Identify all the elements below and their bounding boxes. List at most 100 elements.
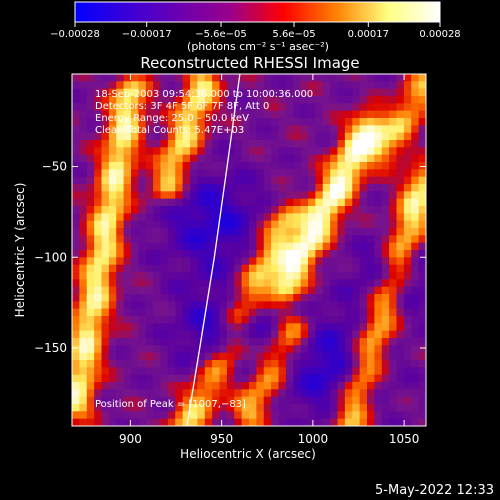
heatmap-cell (403, 242, 412, 251)
heatmap-cell (175, 213, 184, 222)
heatmap-cell (322, 184, 331, 192)
heatmap-cell (403, 316, 412, 324)
heatmap-cell (160, 162, 169, 170)
heatmap-cell (300, 176, 309, 185)
heatmap-cell (411, 88, 420, 97)
heatmap-cell (374, 264, 383, 273)
heatmap-cell (241, 404, 250, 412)
heatmap-cell (234, 154, 243, 163)
heatmap-cell (219, 169, 228, 178)
heatmap-cell (94, 88, 103, 97)
heatmap-cell (337, 206, 346, 214)
heatmap-cell (403, 103, 412, 112)
heatmap-cell (190, 316, 198, 324)
heatmap-cell (197, 294, 206, 302)
heatmap-cell (315, 316, 324, 324)
heatmap-cell (411, 242, 420, 251)
heatmap-cell (263, 235, 272, 244)
heatmap-cell (79, 103, 88, 112)
heatmap-cell (86, 396, 95, 405)
heatmap-cell (263, 147, 272, 156)
heatmap-cell (263, 374, 272, 383)
heatmap-cell (72, 374, 80, 383)
heatmap-cell (374, 286, 383, 295)
heatmap-cell (293, 198, 302, 207)
heatmap-cell (145, 404, 154, 412)
heatmap-cell (403, 213, 412, 222)
heatmap-cell (241, 360, 250, 368)
heatmap-cell (138, 404, 147, 412)
heatmap-cell (72, 206, 80, 214)
heatmap-cell (396, 250, 405, 258)
heatmap-cell (374, 118, 383, 126)
heatmap-cell (337, 176, 346, 185)
heatmap-cell (337, 345, 346, 354)
heatmap-cell (300, 264, 309, 273)
heatmap-cell (241, 286, 250, 295)
heatmap-cell (285, 88, 294, 97)
heatmap-cell (330, 88, 339, 97)
heatmap-cell (285, 125, 294, 134)
heatmap-cell (381, 228, 390, 236)
heatmap-cell (116, 418, 125, 426)
heatmap-cell (308, 396, 316, 405)
heatmap-cell (212, 110, 221, 119)
heatmap-cell (293, 213, 302, 222)
heatmap-cell (160, 286, 169, 295)
heatmap-cell (167, 81, 176, 90)
heatmap-cell (108, 96, 117, 104)
heatmap-cell (108, 103, 117, 112)
heatmap-cell (167, 345, 176, 354)
heatmap-cell (182, 228, 191, 236)
heatmap-cell (389, 286, 398, 295)
heatmap-cell (175, 169, 184, 178)
heatmap-cell (138, 81, 147, 90)
heatmap-cell (271, 294, 280, 302)
heatmap-cell (138, 110, 147, 119)
heatmap-cell (190, 162, 198, 170)
heatmap-cell (278, 191, 287, 200)
heatmap-cell (322, 242, 331, 251)
heatmap-cell (322, 330, 331, 339)
heatmap-cell (197, 338, 206, 346)
heatmap-cell (381, 242, 390, 251)
heatmap-cell (79, 396, 88, 405)
heatmap-cell (315, 88, 324, 97)
heatmap-cell (337, 360, 346, 368)
heatmap-cell (256, 206, 265, 214)
heatmap-cell (182, 264, 191, 273)
heatmap-cell (249, 279, 257, 288)
heatmap-cell (374, 242, 383, 251)
heatmap-cell (389, 257, 398, 266)
heatmap-cell (249, 220, 257, 229)
heatmap-cell (249, 301, 257, 310)
heatmap-cell (175, 316, 184, 324)
heatmap-cell (160, 279, 169, 288)
heatmap-cell (190, 396, 198, 405)
heatmap-cell (153, 404, 162, 412)
heatmap-cell (278, 125, 287, 134)
heatmap-cell (226, 250, 235, 258)
heatmap-cell (190, 96, 198, 104)
heatmap-cell (271, 279, 280, 288)
heatmap-cell (374, 411, 383, 420)
heatmap-cell (256, 404, 265, 412)
heatmap-cell (101, 374, 110, 383)
heatmap-cell (167, 176, 176, 185)
heatmap-cell (94, 132, 103, 141)
heatmap-cell (167, 286, 176, 295)
heatmap-cell (330, 235, 339, 244)
heatmap-cell (403, 96, 412, 104)
heatmap-cell (94, 338, 103, 346)
heatmap-cell (330, 228, 339, 236)
heatmap-cell (374, 184, 383, 192)
heatmap-cell (79, 154, 88, 163)
heatmap-cell (403, 162, 412, 170)
heatmap-cell (72, 242, 80, 251)
heatmap-cell (175, 103, 184, 112)
heatmap-cell (79, 242, 88, 251)
heatmap-cell (123, 352, 132, 361)
heatmap-cell (197, 176, 206, 185)
heatmap-cell (145, 184, 154, 192)
heatmap-cell (79, 96, 88, 104)
